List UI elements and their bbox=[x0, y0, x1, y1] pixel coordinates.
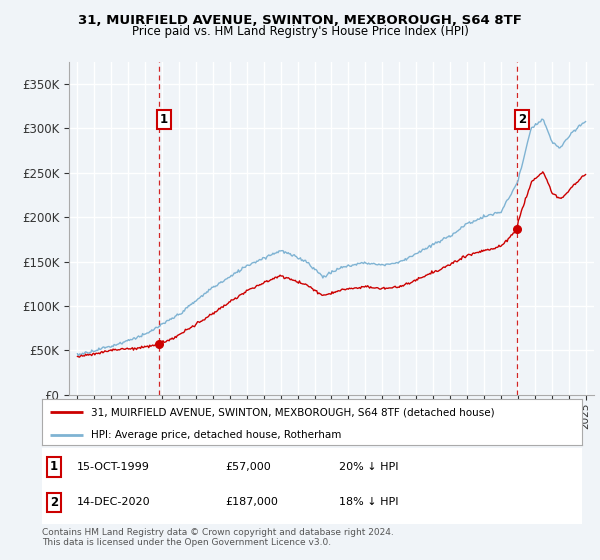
Text: 1: 1 bbox=[160, 113, 168, 126]
Text: 20% ↓ HPI: 20% ↓ HPI bbox=[339, 462, 398, 472]
Text: £57,000: £57,000 bbox=[226, 462, 271, 472]
Text: 31, MUIRFIELD AVENUE, SWINTON, MEXBOROUGH, S64 8TF (detached house): 31, MUIRFIELD AVENUE, SWINTON, MEXBOROUG… bbox=[91, 407, 494, 417]
Text: Contains HM Land Registry data © Crown copyright and database right 2024.
This d: Contains HM Land Registry data © Crown c… bbox=[42, 528, 394, 547]
Text: 1: 1 bbox=[50, 460, 58, 473]
Text: 15-OCT-1999: 15-OCT-1999 bbox=[77, 462, 150, 472]
Text: HPI: Average price, detached house, Rotherham: HPI: Average price, detached house, Roth… bbox=[91, 430, 341, 440]
Text: £187,000: £187,000 bbox=[226, 497, 278, 507]
Text: 18% ↓ HPI: 18% ↓ HPI bbox=[339, 497, 398, 507]
Text: 2: 2 bbox=[518, 113, 526, 126]
Text: Price paid vs. HM Land Registry's House Price Index (HPI): Price paid vs. HM Land Registry's House … bbox=[131, 25, 469, 38]
Text: 14-DEC-2020: 14-DEC-2020 bbox=[77, 497, 151, 507]
Text: 31, MUIRFIELD AVENUE, SWINTON, MEXBOROUGH, S64 8TF: 31, MUIRFIELD AVENUE, SWINTON, MEXBOROUG… bbox=[78, 14, 522, 27]
Text: 2: 2 bbox=[50, 496, 58, 509]
